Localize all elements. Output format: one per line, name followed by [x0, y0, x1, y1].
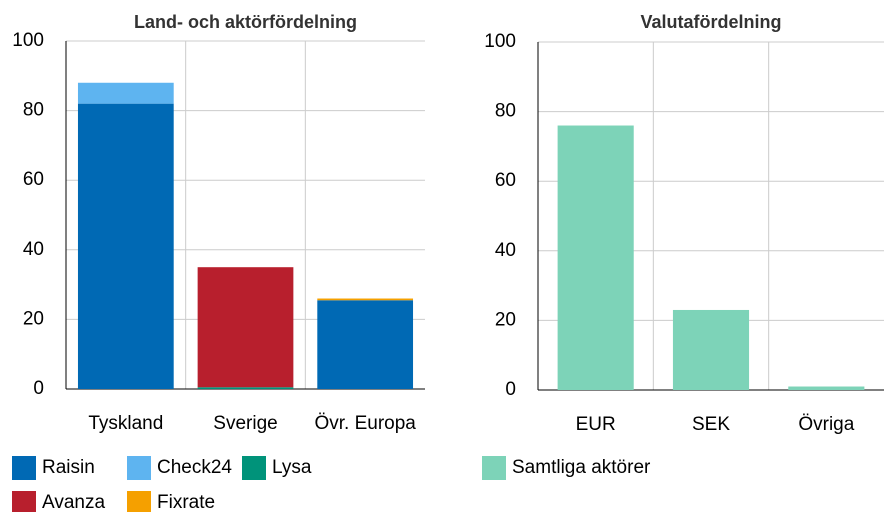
x-tick-label: Tyskland: [88, 413, 163, 434]
legend-label: Check24: [157, 457, 232, 478]
bar-segment: [197, 387, 294, 389]
y-tick-label: 80: [23, 100, 44, 121]
y-tick-label: 0: [505, 379, 516, 400]
legend-swatch: [12, 456, 36, 480]
bar-segment: [317, 298, 414, 301]
y-tick-label: 60: [23, 169, 44, 190]
legend-swatch: [12, 491, 36, 512]
y-tick-label: 60: [495, 170, 516, 191]
legend-label: Avanza: [42, 492, 105, 512]
bar: [672, 309, 750, 390]
legend-label: Lysa: [272, 457, 312, 478]
bar-segment: [317, 300, 414, 389]
y-tick-label: 0: [33, 378, 44, 399]
x-tick-label: Övriga: [798, 414, 854, 435]
chart-title: Valutafördelning: [640, 12, 781, 32]
x-tick-label: EUR: [576, 414, 616, 435]
y-tick-label: 40: [495, 240, 516, 261]
legend-label: Fixrate: [157, 492, 215, 512]
x-tick-label: Övr. Europa: [314, 413, 416, 434]
bar: [557, 125, 634, 391]
x-tick-label: SEK: [692, 414, 730, 435]
x-tick-label: Sverige: [213, 413, 277, 434]
y-tick-label: 80: [495, 101, 516, 122]
y-tick-label: 20: [495, 309, 516, 330]
y-tick-label: 100: [12, 30, 44, 51]
legend-swatch: [127, 491, 151, 512]
y-tick-label: 100: [484, 31, 516, 52]
legend-label: Samtliga aktörer: [512, 457, 651, 478]
y-tick-label: 40: [23, 239, 44, 260]
legend-swatch: [242, 456, 266, 480]
bar-segment: [77, 103, 174, 389]
legend-swatch: [127, 456, 151, 480]
chart-title: Land- och aktörfördelning: [134, 12, 357, 32]
legend-swatch: [482, 456, 506, 480]
bar: [788, 386, 865, 390]
legend-label: Raisin: [42, 457, 95, 478]
y-tick-label: 20: [23, 308, 44, 329]
bar-segment: [77, 82, 174, 104]
bar-segment: [197, 267, 294, 388]
